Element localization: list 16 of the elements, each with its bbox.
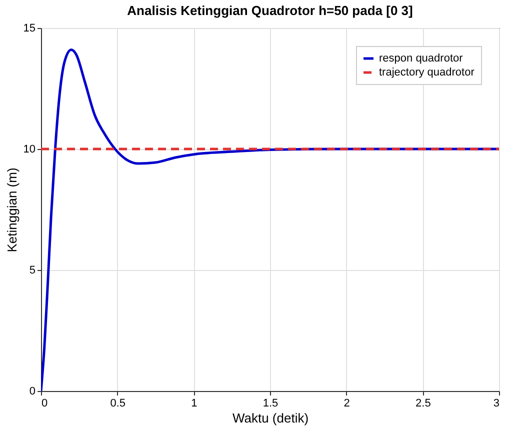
x-tick-label: 0 [42,398,48,410]
x-tick-label: 1.5 [262,398,278,410]
y-tick-label: 0 [29,386,36,398]
x-tick-label: 2.5 [416,398,431,410]
x-axis-title: Waktu (detik) [232,410,309,426]
y-tick-label: 15 [23,22,36,34]
legend-label: trajectory quadrotor [379,66,475,78]
y-tick-label: 10 [23,144,36,156]
chart-title: Analisis Ketinggian Quadrotor h=50 pada [0 3] [127,3,413,18]
x-tick-label: 2 [344,398,350,410]
x-tick-label: 0.5 [110,398,126,410]
y-axis-title: Ketinggian (m) [4,168,20,252]
x-tick-label: 1 [191,398,198,410]
legend-label: respon quadrotor [379,52,464,64]
y-tick-label: 5 [29,264,36,276]
x-tick-label: 3 [493,398,500,410]
